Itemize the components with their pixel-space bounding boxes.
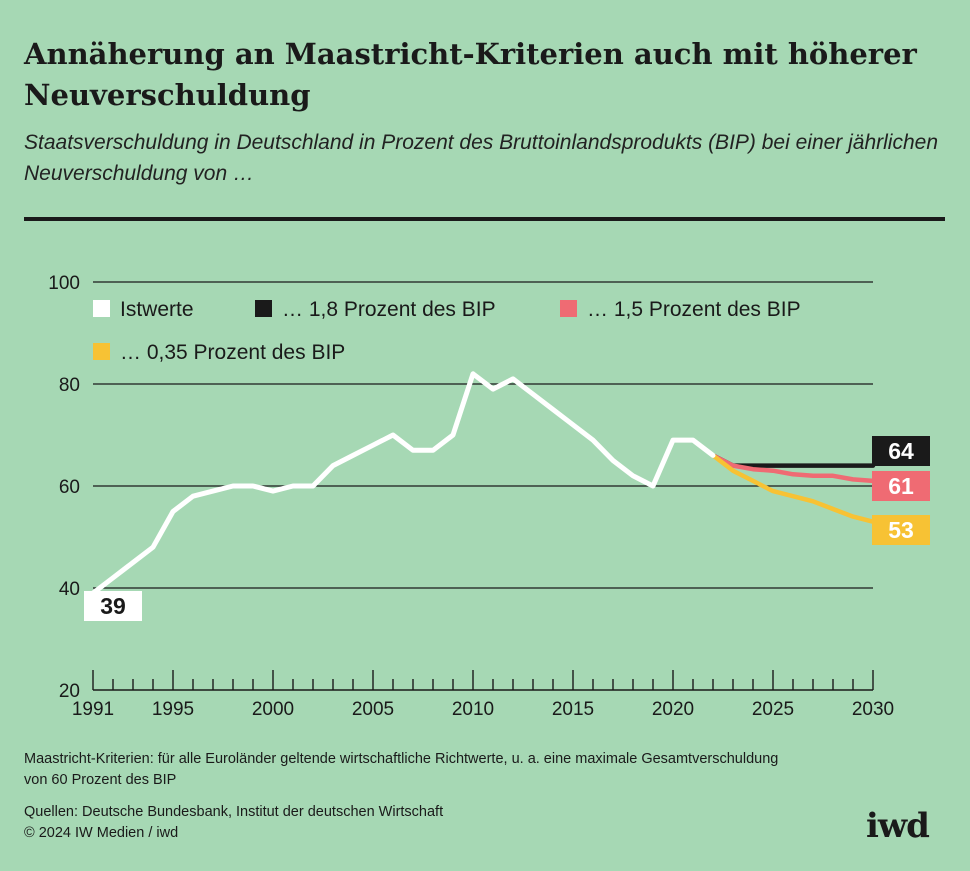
y-tick-label-80: 80 <box>59 375 80 396</box>
y-tick-label-20: 20 <box>59 681 80 702</box>
legend-swatch-istwerte <box>93 300 110 317</box>
y-axis-labels: 20 40 60 80 100 <box>48 273 80 702</box>
value-label-istwerte: 39 <box>100 593 126 619</box>
footnote-maastricht: Maastricht-Kriterien: für alle Eurolände… <box>24 751 779 788</box>
x-tick-label-2005: 2005 <box>352 699 394 720</box>
legend-label-istwerte: Istwerte <box>120 298 194 321</box>
series-lines <box>90 371 876 596</box>
end-labels: 39 64 61 53 <box>84 436 930 621</box>
series-line-s035 <box>710 453 876 524</box>
value-label-box-s18 <box>872 436 930 466</box>
header-divider <box>24 217 945 221</box>
value-label-s18: 64 <box>888 438 914 464</box>
legend: Istwerte … 1,8 Prozent des BIP … 1,5 Proze… <box>93 298 801 364</box>
x-tick-label-1991: 1991 <box>72 699 114 720</box>
x-tick-label-2015: 2015 <box>552 699 594 720</box>
iwd-logo: iwd <box>866 806 930 846</box>
x-tick-label-2010: 2010 <box>452 699 494 720</box>
legend-swatch-s15 <box>560 300 577 317</box>
series-line-s15 <box>710 453 876 484</box>
value-label-box-s035 <box>872 515 930 545</box>
legend-label-s18: … 1,8 Prozent des BIP <box>282 298 496 321</box>
y-tick-label-40: 40 <box>59 579 80 600</box>
value-label-s15: 61 <box>888 473 914 499</box>
chart-title: Annäherung an Maastricht-Kriterien auch … <box>24 37 917 112</box>
x-tick-label-2000: 2000 <box>252 699 294 720</box>
x-tick-label-2025: 2025 <box>752 699 794 720</box>
legend-swatch-s035 <box>93 343 110 360</box>
source-note: Quellen: Deutsche Bundesbank, Institut d… <box>24 804 444 820</box>
gridlines <box>93 281 873 589</box>
value-label-s035: 53 <box>888 517 914 543</box>
series-line-istwerte <box>90 371 716 596</box>
y-tick-label-100: 100 <box>48 273 80 294</box>
x-axis: 1991 1995 2000 2005 2010 2015 2020 2025 2030 <box>72 670 894 720</box>
chart-subtitle: Staatsverschuldung in Deutschland in Pro… <box>24 131 939 185</box>
legend-swatch-s18 <box>255 300 272 317</box>
value-label-box-istwerte <box>84 591 142 621</box>
copyright-note: © 2024 IW Medien / iwd <box>24 825 179 841</box>
legend-label-s15: … 1,5 Prozent des BIP <box>587 298 801 321</box>
x-tick-label-2030: 2030 <box>852 699 894 720</box>
value-label-box-s15 <box>872 471 930 501</box>
x-tick-label-2020: 2020 <box>652 699 694 720</box>
legend-label-s035: … 0,35 Prozent des BIP <box>120 341 345 364</box>
y-tick-label-60: 60 <box>59 477 80 498</box>
x-tick-label-1995: 1995 <box>152 699 194 720</box>
